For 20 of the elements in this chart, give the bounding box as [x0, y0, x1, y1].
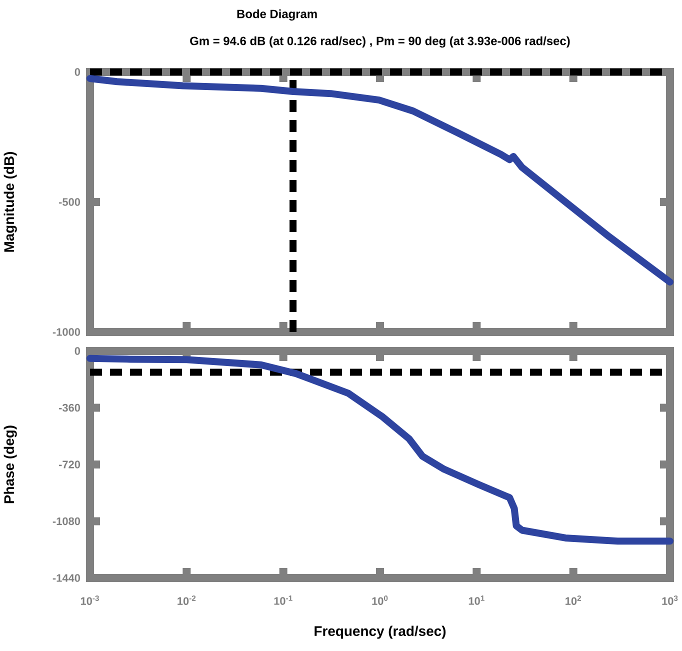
x-tick-label: 10$^{-2}$: [178, 596, 196, 605]
x-tick-label: 10$^{-3}$: [80, 596, 99, 605]
y-tick-label: -500: [58, 198, 80, 206]
y-tick-label: 0: [74, 347, 80, 355]
y-tick-label: -1080: [52, 517, 80, 526]
x-tick-label: 10$^{3}$: [662, 596, 678, 605]
x-tick-label: 10$^{1}$: [468, 596, 484, 605]
x-tick-label: 10$^{-1}$: [274, 596, 292, 605]
y-tick-label: -1440: [52, 574, 80, 582]
y-axis-title: Magnitude (dB): [4, 152, 17, 252]
x-tick-label: 10$^{0}$: [372, 596, 388, 605]
y-tick-label: 0: [74, 68, 80, 76]
y-axis-title: Phase (deg): [4, 426, 17, 504]
y-tick-label: -720: [58, 460, 80, 468]
x-axis-title: Frequency (rad/sec): [314, 626, 446, 639]
chart-title: Bode Diagram: [237, 9, 317, 21]
y-tick-label: -360: [58, 404, 80, 412]
y-tick-label: -1000: [52, 328, 80, 336]
chart-subtitle: Gm = 94.6 dB (at 0.126 rad/sec) , Pm = 90 deg (at 3.93e-006 rad/sec): [190, 36, 570, 48]
x-tick-label: 10$^{2}$: [566, 596, 581, 605]
